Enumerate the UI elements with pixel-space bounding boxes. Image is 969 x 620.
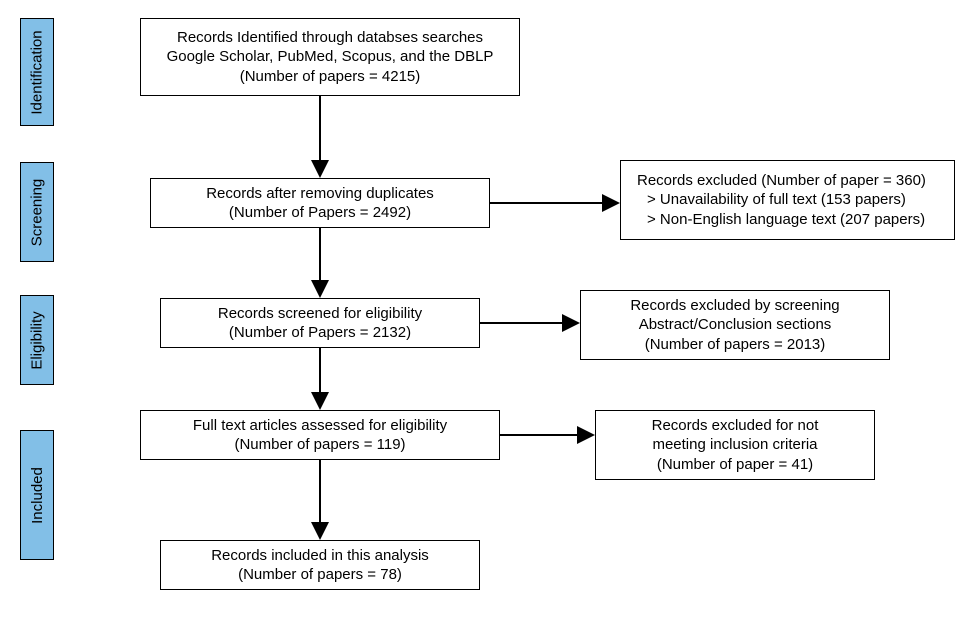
node-included-line1: Records included in this analysis (211, 546, 429, 566)
node-excluded-criteria: Records excluded for not meeting inclusi… (595, 410, 875, 480)
stage-identification: Identification (20, 18, 54, 126)
stage-identification-text: Identification (29, 30, 46, 114)
node-after-duplicates: Records after removing duplicates (Numbe… (150, 178, 490, 228)
node-identified-line3: (Number of papers = 4215) (240, 67, 421, 87)
node-included-line2: (Number of papers = 78) (238, 565, 402, 585)
node-screened-eligibility: Records screened for eligibility (Number… (160, 298, 480, 348)
node-screened-eligibility-line1: Records screened for eligibility (218, 304, 422, 324)
stage-eligibility: Eligibility (20, 295, 54, 385)
stage-screening-text: Screening (29, 178, 46, 246)
node-identified-line1: Records Identified through databses sear… (177, 28, 483, 48)
node-excluded-criteria-line3: (Number of paper = 41) (657, 455, 813, 475)
node-excluded-abstract-line2: Abstract/Conclusion sections (639, 315, 832, 335)
node-excluded-abstract-line1: Records excluded by screening (630, 296, 839, 316)
node-fulltext-assessed: Full text articles assessed for eligibil… (140, 410, 500, 460)
node-screened-eligibility-line2: (Number of Papers = 2132) (229, 323, 411, 343)
node-identified: Records Identified through databses sear… (140, 18, 520, 96)
node-excluded-screening-line1: Records excluded (Number of paper = 360) (637, 171, 926, 191)
node-excluded-criteria-line1: Records excluded for not (652, 416, 819, 436)
node-after-duplicates-line1: Records after removing duplicates (206, 184, 434, 204)
node-after-duplicates-line2: (Number of Papers = 2492) (229, 203, 411, 223)
node-excluded-abstract: Records excluded by screening Abstract/C… (580, 290, 890, 360)
node-excluded-screening-line2: > Unavailability of full text (153 paper… (637, 190, 906, 210)
stage-included-text: Included (29, 467, 46, 524)
node-excluded-screening: Records excluded (Number of paper = 360)… (620, 160, 955, 240)
stage-screening: Screening (20, 162, 54, 262)
node-excluded-abstract-line3: (Number of papers = 2013) (645, 335, 826, 355)
node-fulltext-assessed-line1: Full text articles assessed for eligibil… (193, 416, 447, 436)
node-included: Records included in this analysis (Numbe… (160, 540, 480, 590)
node-identified-line2: Google Scholar, PubMed, Scopus, and the … (167, 47, 494, 67)
node-excluded-criteria-line2: meeting inclusion criteria (652, 435, 817, 455)
stage-eligibility-text: Eligibility (29, 311, 46, 369)
node-excluded-screening-line3: > Non-English language text (207 papers) (637, 210, 925, 230)
stage-included: Included (20, 430, 54, 560)
node-fulltext-assessed-line2: (Number of papers = 119) (234, 435, 405, 455)
